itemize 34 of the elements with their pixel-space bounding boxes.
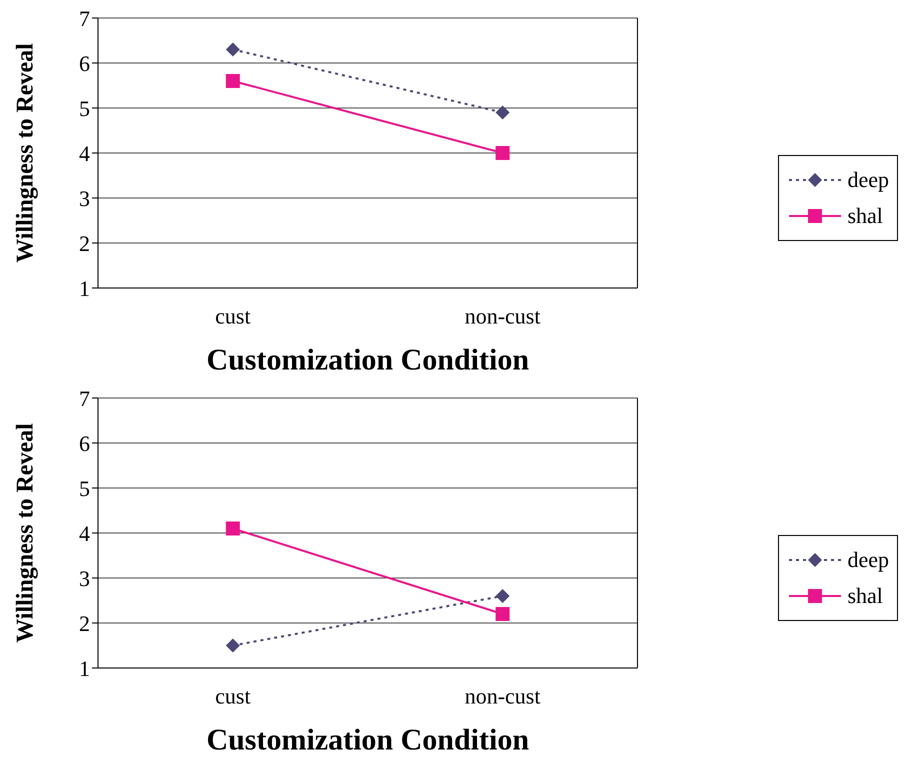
- point: [496, 607, 510, 621]
- x-tick-label: cust: [215, 304, 251, 329]
- y-tick-label: 3: [79, 186, 90, 211]
- y-tick-label: 2: [79, 610, 90, 636]
- x-tick-label: non-cust: [464, 684, 540, 709]
- x-axis-title: Customization Condition: [206, 343, 530, 376]
- y-tick-label: 5: [79, 476, 90, 501]
- legend-label: deep: [847, 547, 889, 573]
- point: [226, 522, 240, 536]
- y-tick-label: 3: [79, 566, 90, 591]
- x-tick-label: cust: [215, 684, 251, 709]
- y-tick-label: 6: [79, 430, 90, 456]
- y-tick-label: 1: [79, 276, 90, 301]
- point: [496, 146, 510, 160]
- point: [226, 42, 240, 56]
- legend-label: deep: [847, 167, 889, 193]
- x-axis-title: Customization Condition: [206, 723, 530, 756]
- y-tick-label: 2: [79, 230, 90, 256]
- legend-label: shal: [847, 203, 883, 229]
- point: [496, 106, 510, 120]
- y-tick-label: 4: [79, 520, 90, 546]
- x-tick-label: non-cust: [464, 304, 540, 329]
- point: [496, 589, 510, 603]
- y-tick-label: 7: [79, 6, 90, 31]
- y-axis-title: Willingness to Reveal: [12, 422, 39, 643]
- y-tick-label: 7: [79, 386, 90, 411]
- y-tick-label: 5: [79, 96, 90, 121]
- point: [226, 74, 240, 88]
- y-axis-title: Willingness to Reveal: [12, 42, 39, 263]
- point: [226, 638, 240, 652]
- y-tick-label: 1: [79, 656, 90, 681]
- legend-label: shal: [847, 583, 883, 609]
- y-tick-label: 6: [79, 50, 90, 76]
- y-tick-label: 4: [79, 140, 90, 166]
